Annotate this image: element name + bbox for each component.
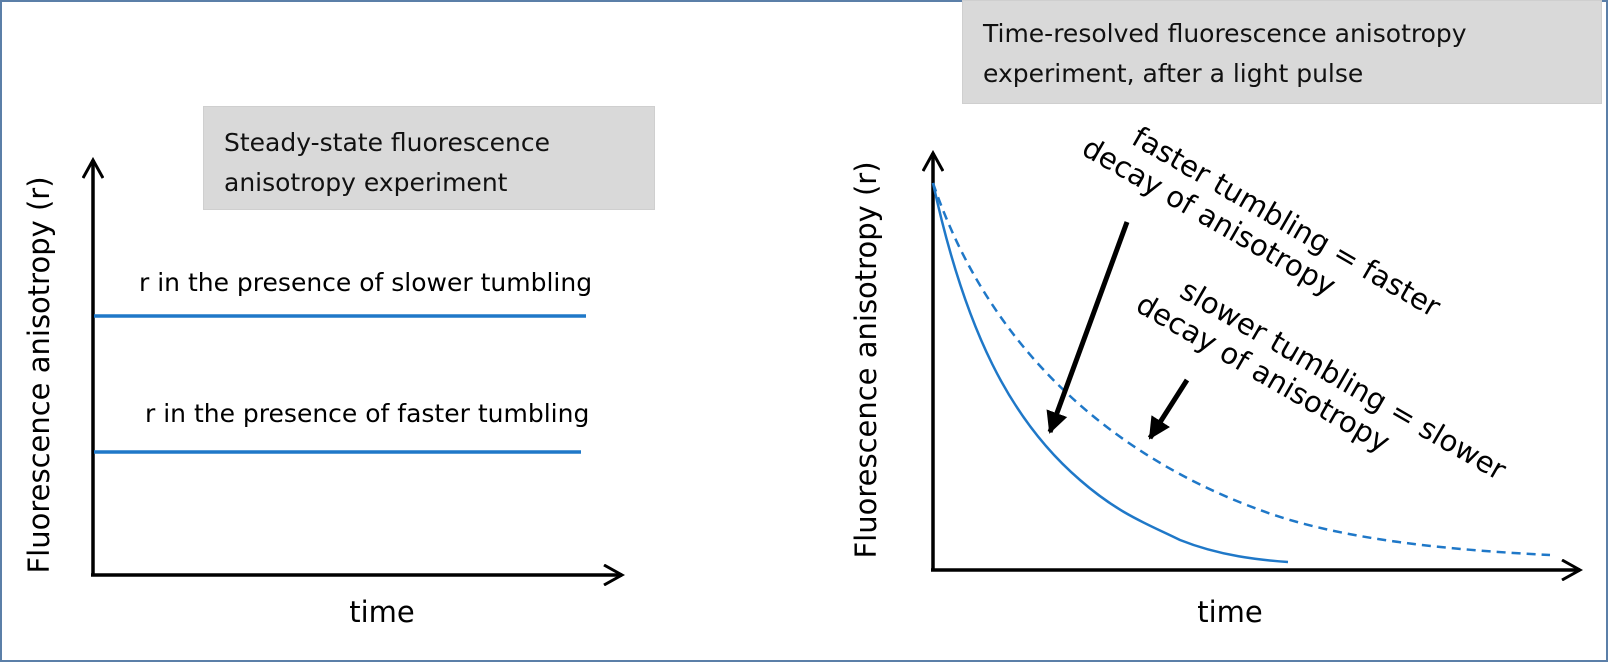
time-resolved-title-line2: experiment, after a light pulse (983, 59, 1364, 88)
fast-decay-arrow (1046, 221, 1130, 434)
fast-note-line1: faster tumbling = faster (1127, 120, 1447, 324)
left-y-axis-label: Fluorescence anisotropy (r) (22, 176, 56, 573)
slow-decay-curve (931, 182, 1551, 557)
slow-note-line1: slower tumbling = slower (1175, 273, 1513, 488)
fast-tumbling-label: r in the presence of faster tumbling (145, 399, 589, 428)
time-resolved-title-line1: Time-resolved fluorescence anisotropy (983, 19, 1467, 48)
steady-state-title-box: Steady-state fluorescence anisotropy exp… (203, 106, 655, 210)
time-resolved-title-box: Time-resolved fluorescence anisotropy ex… (962, 0, 1602, 104)
right-panel: faster tumbling = faster decay of anisot… (849, 120, 1580, 629)
slow-decay-arrow (1147, 378, 1190, 440)
right-x-axis-label: time (1197, 595, 1263, 629)
right-y-axis-label: Fluorescence anisotropy (r) (849, 161, 883, 558)
steady-state-title-line2: anisotropy experiment (224, 168, 508, 197)
fast-decay-curve (931, 182, 1289, 564)
left-panel: r in the presence of slower tumbling r i… (22, 160, 622, 629)
left-x-axis-label: time (349, 595, 415, 629)
slow-tumbling-label: r in the presence of slower tumbling (139, 268, 592, 297)
steady-state-title-line1: Steady-state fluorescence (224, 128, 551, 157)
